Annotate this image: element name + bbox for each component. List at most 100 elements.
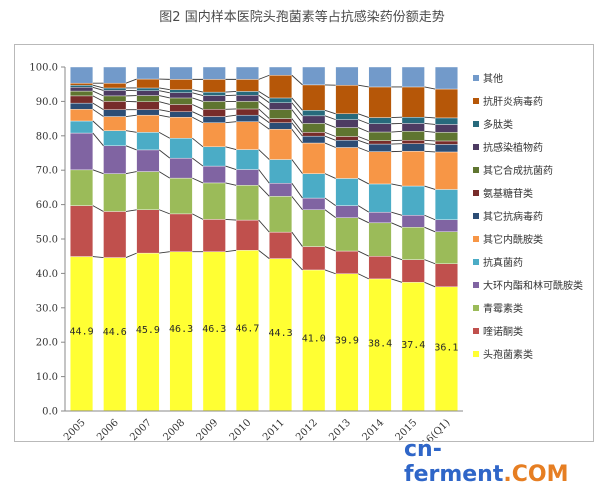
bar-segment bbox=[368, 131, 392, 141]
data-label: 46.3 bbox=[202, 324, 226, 335]
bar-stack-2007 bbox=[136, 66, 160, 412]
legend-label: 氨基糖苷类 bbox=[483, 187, 533, 200]
x-tick-label: 2013 bbox=[327, 417, 353, 441]
bar-segment bbox=[235, 108, 259, 116]
chart-frame: 44.9 44.6 45.9 46.3 46.3 46.7 44.3 41.0 39.9 38.4… bbox=[14, 44, 594, 442]
legend-label: 青霉素类 bbox=[483, 302, 523, 315]
bar-segment bbox=[302, 173, 326, 199]
legend-swatch bbox=[473, 167, 479, 173]
bar-segment bbox=[235, 114, 259, 122]
legend-swatch bbox=[473, 75, 479, 81]
bar-segment bbox=[401, 143, 425, 152]
bar-segment bbox=[434, 219, 458, 232]
bar-segment bbox=[434, 88, 458, 119]
bar-stack-2011 bbox=[269, 66, 293, 412]
series-connector-line bbox=[92, 169, 436, 233]
bar-segment bbox=[302, 142, 326, 174]
legend-item: 抗感染植物药 bbox=[473, 141, 543, 154]
bar-segment bbox=[269, 66, 293, 76]
bar-segment bbox=[136, 132, 160, 151]
bar-segment bbox=[302, 66, 326, 86]
y-tick-label: 40.0 bbox=[36, 269, 58, 280]
x-tick-label: 2007 bbox=[128, 417, 154, 441]
y-tick-label: 20.0 bbox=[36, 338, 58, 349]
data-label: 45.9 bbox=[136, 325, 160, 336]
bar-segment bbox=[202, 109, 226, 117]
bar-segment bbox=[368, 140, 392, 145]
legend-label: 抗真菌药 bbox=[483, 256, 523, 269]
legend-item: 其他 bbox=[473, 72, 503, 85]
bar-segment bbox=[70, 120, 94, 134]
legend-item: 其它合成抗菌药 bbox=[473, 164, 553, 177]
bar-segment bbox=[401, 259, 425, 283]
y-tick-label: 90.0 bbox=[36, 97, 58, 108]
bar-segment bbox=[401, 117, 425, 124]
bar-segment bbox=[235, 149, 259, 170]
bar-segment bbox=[335, 66, 359, 86]
legend-item: 喹诺酮类 bbox=[473, 325, 523, 338]
bar-segment bbox=[434, 231, 458, 264]
bar-segment bbox=[103, 87, 127, 91]
bar-segment bbox=[302, 115, 326, 124]
bar-segment bbox=[103, 82, 127, 89]
bar-segment bbox=[202, 182, 226, 220]
bar-segment bbox=[202, 79, 226, 93]
legend-label: 抗感染植物药 bbox=[483, 141, 543, 154]
series-connector-line bbox=[92, 108, 436, 153]
bar-segment bbox=[302, 135, 326, 144]
bar-segment bbox=[434, 117, 458, 125]
bar-segment bbox=[235, 121, 259, 150]
bar-segment bbox=[202, 146, 226, 167]
bar-segment bbox=[202, 95, 226, 102]
legend-item: 头孢菌素类 bbox=[473, 348, 533, 361]
bar-segment bbox=[368, 151, 392, 185]
bar-segment bbox=[401, 151, 425, 187]
legend-label: 抗肝炎病毒药 bbox=[483, 95, 543, 108]
watermark-tld: .COM bbox=[503, 462, 569, 487]
watermark: cn-ferment.COM bbox=[404, 437, 604, 487]
stacked-bar-chart: 44.9 44.6 45.9 46.3 46.3 46.7 44.3 41.0 39.9 38.4… bbox=[29, 63, 583, 442]
bar-stack-2016(Q1) bbox=[434, 66, 458, 412]
plot-area: 44.9 44.6 45.9 46.3 46.3 46.7 44.3 41.0 39.9 38.4… bbox=[70, 66, 458, 412]
bar-stack-2008 bbox=[169, 66, 193, 412]
legend-label: 其它合成抗菌药 bbox=[483, 164, 553, 177]
x-tick-label: 2012 bbox=[294, 417, 320, 441]
legend-label: 喹诺酮类 bbox=[483, 325, 523, 338]
bar-segment bbox=[70, 87, 94, 92]
bar-segment bbox=[103, 211, 127, 258]
bar-segment bbox=[302, 110, 326, 117]
bar-segment bbox=[136, 171, 160, 210]
bar-segment bbox=[335, 127, 359, 137]
bar-segment bbox=[103, 130, 127, 146]
bar-segment bbox=[202, 101, 226, 110]
data-label: 46.3 bbox=[169, 324, 193, 335]
bar-segment bbox=[335, 217, 359, 252]
series-connector-line bbox=[92, 84, 436, 119]
bar-segment bbox=[235, 169, 259, 186]
bar-segment bbox=[202, 165, 226, 184]
watermark-domain: cn-ferment bbox=[404, 437, 504, 487]
chart-title: 图2 国内样本医院头孢菌素等占抗感染药份额走势 bbox=[159, 10, 445, 25]
bar-segment bbox=[235, 101, 259, 110]
bar-segment bbox=[202, 116, 226, 123]
legend-item: 其它内酰胺类 bbox=[473, 233, 543, 246]
series-connector-line bbox=[92, 90, 436, 133]
bar-segment bbox=[269, 231, 293, 259]
bar-segment bbox=[70, 132, 94, 171]
bar-segment bbox=[202, 122, 226, 148]
legend-swatch bbox=[473, 190, 479, 196]
legend-item: 氨基糖苷类 bbox=[473, 187, 533, 200]
bar-segment bbox=[269, 196, 293, 233]
bar-segment bbox=[103, 66, 127, 84]
bar-segment bbox=[235, 185, 259, 221]
legend-label: 大环内酯和林可酰胺类 bbox=[483, 279, 583, 292]
bar-segment bbox=[401, 215, 425, 228]
bar-segment bbox=[70, 109, 94, 122]
legend-item: 抗真菌药 bbox=[473, 256, 523, 269]
y-tick-label: 80.0 bbox=[36, 131, 58, 142]
data-label: 36.1 bbox=[434, 342, 458, 353]
bar-segment bbox=[202, 66, 226, 80]
data-label: 41.0 bbox=[302, 334, 326, 345]
bar-segment bbox=[335, 113, 359, 120]
bar-segment bbox=[269, 129, 293, 160]
